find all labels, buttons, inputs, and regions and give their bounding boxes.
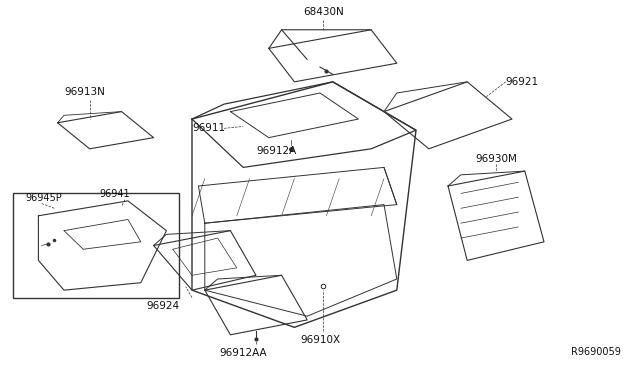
Text: 96921: 96921: [506, 77, 539, 87]
Text: 68430N: 68430N: [303, 7, 344, 17]
Text: 96913N: 96913N: [64, 87, 105, 97]
Text: 96924: 96924: [147, 301, 180, 311]
Text: 96930M: 96930M: [475, 154, 517, 164]
Bar: [13, 193, 179, 298]
Text: 96941: 96941: [99, 189, 130, 199]
Text: 96945P: 96945P: [26, 193, 62, 203]
Text: R9690059: R9690059: [571, 347, 621, 357]
Text: 96912AA: 96912AA: [220, 348, 267, 358]
Text: 96911: 96911: [192, 124, 225, 133]
Text: 96910X: 96910X: [300, 335, 340, 345]
Text: 96912A: 96912A: [256, 146, 296, 155]
